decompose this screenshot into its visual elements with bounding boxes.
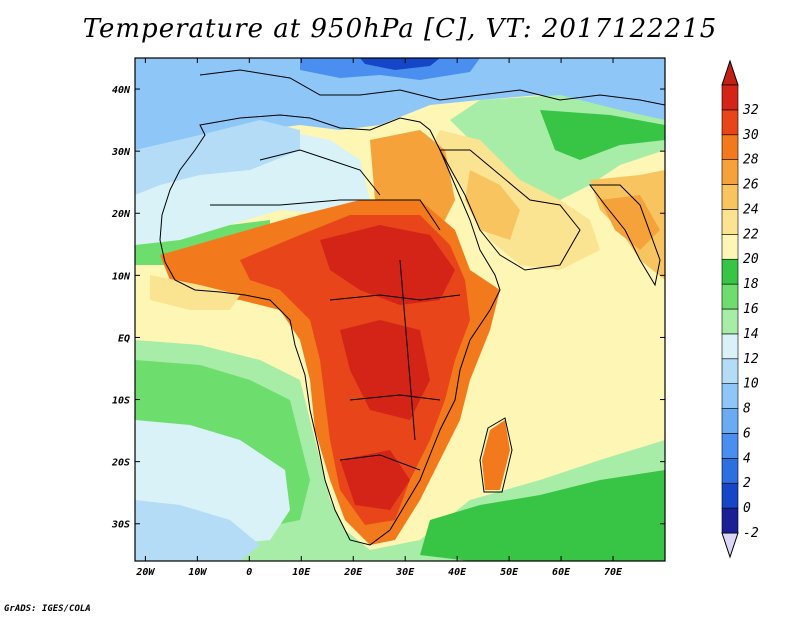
lat-tick-label: 40N <box>112 85 131 96</box>
colorbar-label: 22 <box>743 227 759 242</box>
field-south-atlantic-12 <box>135 500 260 561</box>
border-central <box>329 294 461 301</box>
lon-tick-label: 40E <box>448 567 467 578</box>
lat-tick-label: 20N <box>111 209 131 220</box>
arabia-coastline <box>439 149 581 271</box>
colorbar-segment <box>721 258 739 285</box>
lon-tick-label: 10E <box>292 567 311 578</box>
colorbar-segment <box>721 458 739 484</box>
africa-coastline <box>159 114 501 546</box>
field-cool-north <box>135 58 665 190</box>
colorbar-label: 24 <box>743 202 759 217</box>
lon-tick-label: 20E <box>343 567 363 578</box>
field-mideast-18 <box>540 110 665 160</box>
colorbar-label: 32 <box>742 103 759 118</box>
colorbar-label: -2 <box>743 526 759 541</box>
border-sahara <box>259 149 381 196</box>
colorbar-label: 16 <box>743 302 759 317</box>
border-south <box>339 454 421 471</box>
field-sahara-12 <box>135 120 300 195</box>
colorbar-segment <box>721 134 739 160</box>
field-madagascar <box>482 420 510 490</box>
colorbar-segment <box>721 283 739 310</box>
colorbar-over-triangle <box>721 59 739 86</box>
colorbar-segment <box>721 84 739 111</box>
border-south-central <box>349 394 441 401</box>
colorbar-label: 12 <box>743 352 759 367</box>
lon-tick-label: 70E <box>604 567 623 578</box>
colorbar-label: 28 <box>743 153 759 168</box>
madagascar-coastline <box>479 417 513 493</box>
border-east <box>399 259 416 441</box>
lat-tick-label: 10S <box>112 396 130 407</box>
europe-coastline <box>199 69 665 106</box>
field-guinea-22 <box>150 275 240 310</box>
colorbar-label: 0 <box>743 501 751 516</box>
colorbar-segment <box>721 433 739 459</box>
colorbar-label: 4 <box>743 451 751 466</box>
chart-title: Temperature at 950hPa [C], VT: 201712221… <box>82 14 718 44</box>
colorbar-label: 30 <box>742 128 759 143</box>
lon-tick-label: 50E <box>500 567 519 578</box>
lon-tick-group: 20W 10W 0 10E 20E 30E 40E 50E 60E 70E <box>135 58 623 578</box>
plot-frame <box>134 57 666 562</box>
colorbar-segment <box>721 234 739 260</box>
lat-tick-label: 20S <box>111 458 130 469</box>
colorbar-segment <box>721 109 739 136</box>
field-arabia-24 <box>465 170 520 240</box>
colorbar-segment <box>721 383 739 409</box>
colorbar-segment <box>721 184 739 210</box>
lat-tick-label: 10N <box>112 271 131 282</box>
coastlines <box>159 69 665 546</box>
colorbar-label: 8 <box>743 402 751 417</box>
lat-tick-label: 30S <box>111 520 130 531</box>
colorbar-segment <box>721 159 739 185</box>
colorbar-label: 18 <box>743 277 759 292</box>
lon-tick-label: 10W <box>188 567 207 578</box>
lat-tick-group: 40N 30N 20N 10N EQ 10S 20S 30S <box>111 85 665 531</box>
colorbar-label: 26 <box>743 178 759 193</box>
colorbar-label: 2 <box>743 476 751 491</box>
lon-tick-label: 30E <box>395 567 415 578</box>
field-africa-32-north <box>320 225 455 305</box>
field-arabia-22 <box>430 130 600 270</box>
field-coldest-north <box>360 58 440 70</box>
india-coastline <box>589 184 661 287</box>
colorbar-label: 6 <box>743 426 751 441</box>
colorbar-segment <box>721 408 739 434</box>
field-south-indian-18 <box>420 470 665 561</box>
field-india-26 <box>600 195 660 250</box>
field-africa-32-south <box>340 450 410 510</box>
colorbar-segment <box>721 333 739 360</box>
border-sahel <box>210 199 441 231</box>
colorbar-segment <box>721 358 739 384</box>
lon-tick-label: 20W <box>135 567 155 578</box>
lat-tick-label: EQ <box>118 333 130 344</box>
colorbar-label: 14 <box>743 327 759 342</box>
colorbar-segment <box>721 482 739 509</box>
colorbar-label: 10 <box>743 377 759 392</box>
temperature-field <box>135 58 665 561</box>
lon-tick-label: 0 <box>246 567 252 578</box>
lon-tick-label: 60E <box>552 567 571 578</box>
colorbar-segment <box>721 507 739 534</box>
colorbar-under-triangle <box>721 532 739 559</box>
colorbar-label: 20 <box>743 252 759 267</box>
colorbar-segment <box>721 308 739 335</box>
credit-label: GrADS: IGES/COLA <box>4 604 91 614</box>
colorbar-segment <box>721 209 739 235</box>
lat-tick-label: 30N <box>111 147 131 158</box>
